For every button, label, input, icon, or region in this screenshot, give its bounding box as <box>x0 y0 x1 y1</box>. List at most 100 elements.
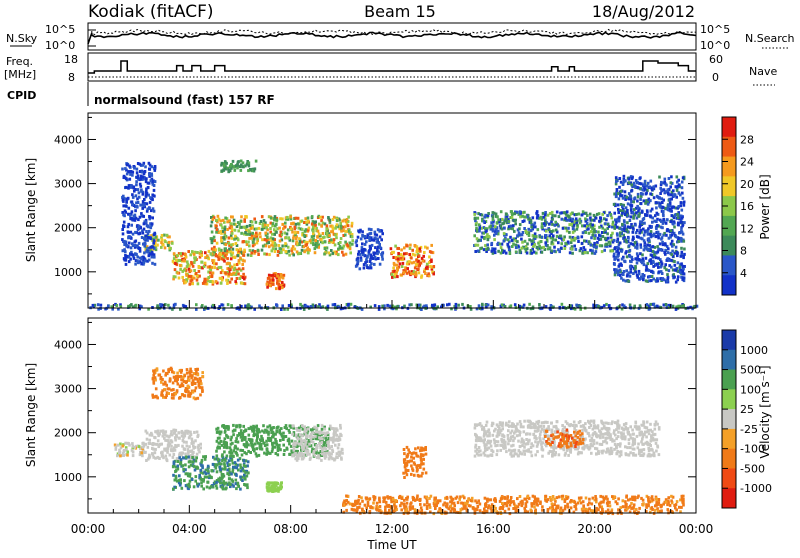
vel-scatter-cell <box>419 449 422 452</box>
power-scatter-cell <box>681 181 684 184</box>
vel-scatter-cell <box>123 450 126 453</box>
y-tick-label: 2000 <box>54 222 82 235</box>
power-scatter-cell <box>148 215 151 218</box>
vel-scatter-cell <box>272 446 275 449</box>
vel-scatter-cell <box>302 453 305 456</box>
power-scatter-cell <box>487 212 490 215</box>
power-scatter-cell <box>365 258 368 261</box>
power-scatter-cell <box>668 259 671 262</box>
power-scatter-cell <box>614 273 617 276</box>
vel-scatter-cell <box>183 479 186 482</box>
power-scatter-cell <box>433 304 436 307</box>
power-scatter-cell <box>512 224 515 227</box>
vel-scatter-cell <box>212 463 215 466</box>
power-scatter-cell <box>503 227 506 230</box>
vel-scatter-cell <box>336 456 339 459</box>
power-scatter-cell <box>581 252 584 255</box>
power-scatter-cell <box>198 275 201 278</box>
vel-scatter-cell <box>138 445 141 448</box>
power-scatter-cell <box>212 281 215 284</box>
vel-scatter-cell <box>309 458 312 461</box>
vel-scatter-cell <box>239 424 242 427</box>
vel-scatter-cell <box>271 442 274 445</box>
vel-scatter-cell <box>217 437 220 440</box>
power-scatter-cell <box>568 231 571 234</box>
power-scatter-cell <box>569 236 572 239</box>
power-scatter-cell <box>289 215 292 218</box>
power-scatter-cell <box>371 244 374 247</box>
power-scatter-cell <box>200 250 203 253</box>
power-scatter-cell <box>230 278 233 281</box>
power-scatter-cell <box>615 221 618 224</box>
power-scatter-cell <box>148 259 151 262</box>
vel-scatter-cell <box>580 425 583 428</box>
power-scatter-cell <box>656 245 659 248</box>
vel-scatter-cell <box>116 454 119 457</box>
vel-scatter-cell <box>412 457 415 460</box>
vel-scatter-cell <box>234 445 237 448</box>
power-scatter-cell <box>269 284 272 287</box>
vel-scatter-cell <box>324 433 327 436</box>
power-scatter-cell <box>488 226 491 229</box>
vel-scatter-cell <box>251 442 254 445</box>
vel-scatter-cell <box>299 452 302 455</box>
vel-scatter-cell <box>229 455 232 458</box>
power-scatter-cell <box>357 236 360 239</box>
power-scatter-cell <box>269 227 272 230</box>
power-scatter-cell <box>153 232 156 235</box>
power-scatter-cell <box>393 263 396 266</box>
power-scatter-cell <box>173 257 176 260</box>
power-scatter-cell <box>282 277 285 280</box>
vel-scatter-cell <box>325 448 328 451</box>
power-scatter-cell <box>143 222 146 225</box>
power-scatter-cell <box>647 227 650 230</box>
power-scatter-cell <box>500 225 503 228</box>
vel-scatter-cell <box>314 435 317 438</box>
power-scatter-cell <box>142 193 145 196</box>
power-scatter-cell <box>397 258 400 261</box>
vel-scatter-cell <box>301 434 304 437</box>
power-scatter-cell <box>244 231 247 234</box>
power-scatter-cell <box>203 265 206 268</box>
power-scatter-cell <box>240 220 243 223</box>
vel-scatter-cell <box>282 432 285 435</box>
power-scatter-cell <box>253 238 256 241</box>
power-scatter-cell <box>263 252 266 255</box>
power-scatter-cell <box>121 168 124 171</box>
power-scatter-cell <box>634 267 637 270</box>
power-scatter-cell <box>381 255 384 258</box>
power-scatter-cell <box>481 236 484 239</box>
power-scatter-cell <box>142 215 145 218</box>
noise-panel: 10^5 10^0 10^5 10^0 N.Sky N.Search <box>6 23 795 52</box>
power-scatter-cell <box>320 238 323 241</box>
power-scatter-cell <box>226 282 229 285</box>
vel-scatter-cell <box>291 454 294 457</box>
power-scatter-cell <box>670 193 673 196</box>
power-scatter-cell <box>171 242 174 245</box>
vel-scatter-cell <box>340 456 343 459</box>
noise-sky-series <box>88 32 696 44</box>
power-scatter-cell <box>544 213 547 216</box>
power-scatter-cell <box>230 244 233 247</box>
power-scatter-cell <box>633 208 636 211</box>
power-scatter-cell <box>430 244 433 247</box>
power-scatter-cell <box>228 242 231 245</box>
power-scatter-cell <box>681 209 684 212</box>
power-scatter-cell <box>403 246 406 249</box>
power-scatter-cell <box>657 279 660 282</box>
power-scatter-cell <box>374 256 377 259</box>
vel-scatter-cell <box>297 457 300 460</box>
power-scatter-cell <box>218 249 221 252</box>
power-scatter-cell <box>520 247 523 250</box>
power-scatter-cell <box>164 240 167 243</box>
vel-scatter-cell <box>403 476 406 479</box>
power-scatter-cell <box>258 227 261 230</box>
power-scatter-cell <box>363 267 366 270</box>
vel-scatter-cell <box>405 469 408 472</box>
power-scatter-cell <box>277 250 280 253</box>
power-scatter-cell <box>617 252 620 255</box>
vel-scatter-cell <box>189 460 192 463</box>
power-scatter-cell <box>530 249 533 252</box>
power-scatter-cell <box>677 179 680 182</box>
power-scatter-cell <box>235 242 238 245</box>
